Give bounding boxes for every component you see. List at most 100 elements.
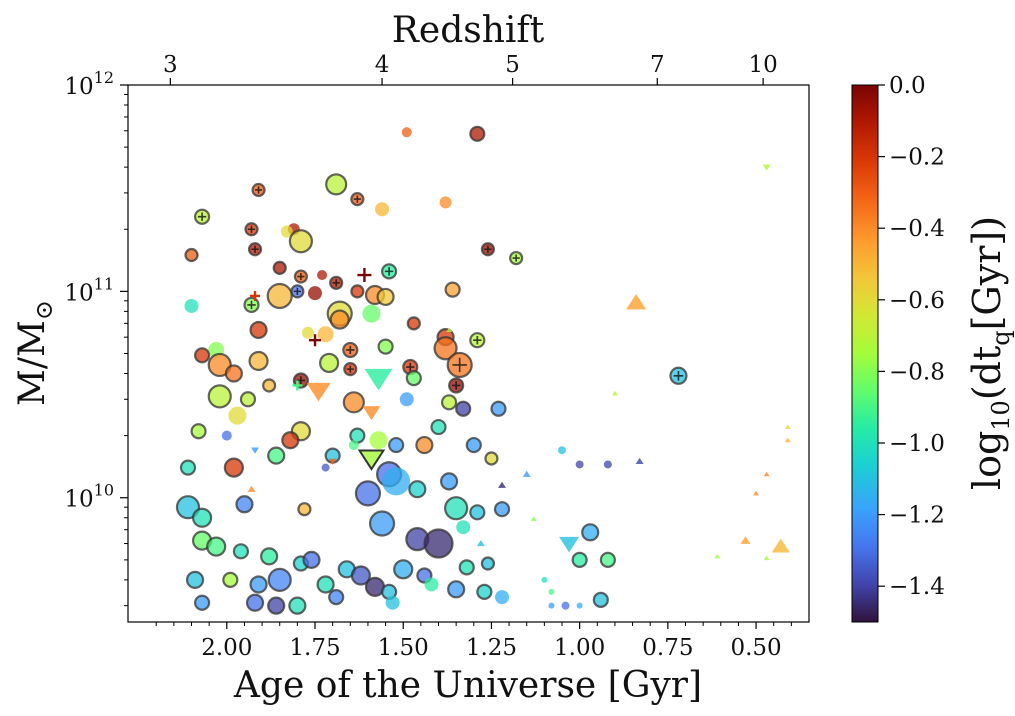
data-point (480, 242, 496, 257)
data-point (247, 485, 256, 492)
point-marker (357, 449, 386, 471)
point-marker (763, 555, 770, 561)
top-redshift-axis: 3 4 5 7 10 (163, 52, 778, 85)
point-cross (512, 254, 520, 262)
point-cross (451, 381, 461, 390)
data-point (224, 364, 243, 383)
point-marker (267, 446, 286, 465)
point-marker (753, 490, 760, 496)
data-point (548, 602, 555, 609)
point-marker (206, 536, 227, 557)
data-point (247, 242, 263, 257)
colorbar-tick-label: −1.4 (889, 574, 945, 600)
point-marker (357, 268, 372, 283)
y-tick-exponent: 12 (94, 68, 114, 87)
data-point (244, 222, 259, 237)
x-tick-label: 2.00 (201, 635, 252, 661)
point-marker (350, 284, 365, 299)
data-point (302, 550, 321, 569)
data-point (267, 596, 286, 615)
data-point (548, 588, 555, 595)
point-marker (522, 470, 531, 477)
x-tick-label: 1.25 (466, 635, 517, 661)
point-marker (558, 446, 567, 455)
point-marker (388, 436, 405, 454)
point-marker (222, 571, 239, 588)
data-point (440, 394, 458, 411)
x-tick-label: 1.75 (289, 635, 340, 661)
point-marker (190, 423, 207, 440)
point-marker (439, 196, 452, 209)
point-marker (592, 591, 609, 608)
point-marker (288, 229, 313, 254)
colorbar-title: log10(dtq[Gyr]) (965, 216, 1015, 490)
data-point (317, 270, 328, 281)
data-point (377, 338, 394, 355)
point-marker (405, 369, 422, 387)
point-marker (247, 485, 256, 492)
point-cross (251, 245, 259, 253)
point-cross (247, 225, 256, 233)
data-point (611, 390, 618, 396)
x-axis-title: Age of the Universe [Gyr] (233, 665, 702, 706)
x-tick-label: 1.50 (378, 635, 429, 661)
data-point (272, 260, 287, 275)
data-point (592, 591, 609, 608)
data-point (576, 602, 583, 609)
point-marker (321, 463, 330, 472)
data-point (784, 437, 791, 443)
point-marker (266, 282, 293, 310)
data-point (321, 463, 330, 472)
data-point (498, 481, 507, 488)
point-marker (280, 225, 293, 238)
data-point (250, 290, 261, 301)
data-point (190, 423, 207, 440)
colorbar-title-dt: (dt (965, 346, 1009, 400)
data-point (446, 327, 453, 332)
data-point (762, 164, 771, 171)
point-marker (603, 460, 612, 469)
data-point (476, 583, 493, 600)
point-marker (364, 368, 393, 391)
data-point (376, 287, 395, 307)
data-point (444, 496, 469, 521)
data-point (484, 451, 499, 466)
data-point (599, 551, 616, 568)
point-marker (207, 384, 232, 409)
top-tick-label: 5 (505, 52, 520, 78)
point-marker (221, 430, 232, 441)
point-marker (469, 125, 486, 142)
point-marker (354, 480, 382, 507)
point-marker (249, 320, 268, 340)
data-point (626, 294, 647, 310)
data-point (232, 543, 250, 560)
data-point (740, 536, 751, 544)
colorbar-tick-label: 0.0 (889, 73, 926, 99)
x-tick-label: 1.00 (554, 635, 605, 661)
point-marker (446, 327, 453, 332)
point-marker (185, 570, 205, 589)
point-marker (575, 460, 584, 469)
y-tick-exponent: 11 (94, 274, 114, 293)
data-point (541, 576, 548, 583)
data-point (328, 458, 337, 465)
data-point (771, 538, 790, 553)
data-point (424, 577, 439, 592)
point-marker (611, 390, 618, 396)
point-marker (433, 336, 458, 361)
point-marker (328, 589, 345, 606)
point-marker (393, 559, 414, 580)
data-point (362, 406, 381, 421)
data-point (495, 590, 510, 605)
scatter-points (175, 125, 791, 615)
point-marker (714, 553, 721, 559)
data-point (297, 502, 312, 517)
point-marker (228, 406, 247, 425)
data-point (267, 567, 292, 592)
point-marker (458, 559, 475, 576)
data-point (266, 282, 293, 310)
data-point (206, 536, 227, 557)
top-tick-label: 4 (375, 52, 390, 78)
